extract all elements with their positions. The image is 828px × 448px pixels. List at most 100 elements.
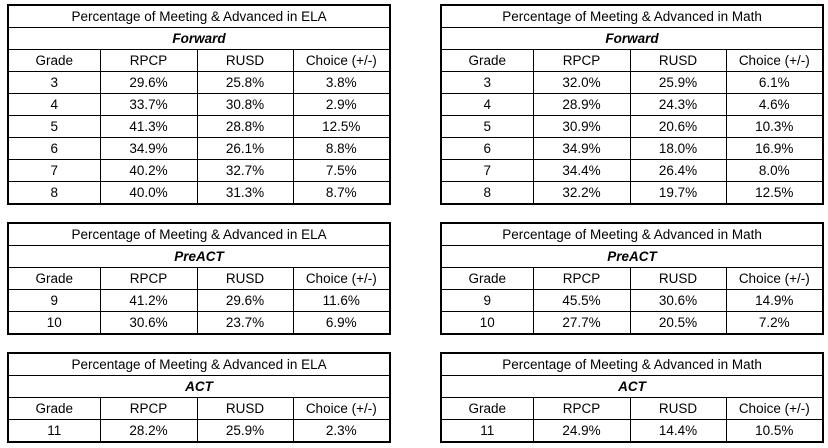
rpcp-cell: 30.6%	[99, 311, 198, 335]
rusd-cell: 23.7%	[196, 311, 294, 335]
rusd-cell: 28.8%	[196, 115, 294, 138]
table-math-preact: Percentage of Meeting & Advanced in Math…	[440, 222, 825, 335]
grade-cell: 6	[440, 137, 534, 160]
choice-cell: 3.8%	[292, 71, 391, 94]
column-header-grade: Grade	[7, 397, 101, 420]
rusd-cell: 26.4%	[629, 159, 727, 182]
table-title-row: Percentage of Meeting & Advanced in ELA	[7, 222, 391, 246]
table-row: 9 41.2% 29.6% 11.6%	[7, 289, 391, 312]
rusd-cell: 29.6%	[196, 289, 294, 312]
choice-cell: 11.6%	[292, 289, 391, 312]
table-subtitle-row: PreACT	[440, 245, 824, 268]
table-row: 4 28.9% 24.3% 4.6%	[440, 93, 824, 116]
table-subtitle: ACT	[7, 375, 391, 398]
rusd-cell: 20.5%	[629, 311, 727, 335]
rpcp-cell: 41.2%	[99, 289, 198, 312]
choice-cell: 10.3%	[725, 115, 824, 138]
table-header-row: Grade RPCP RUSD Choice (+/-)	[7, 49, 391, 72]
table-ela-forward: Percentage of Meeting & Advanced in ELA …	[7, 4, 392, 205]
table-row: 7 34.4% 26.4% 8.0%	[440, 159, 824, 182]
rpcp-cell: 34.9%	[99, 137, 198, 160]
grade-cell: 7	[440, 159, 534, 182]
table-row: 8 40.0% 31.3% 8.7%	[7, 181, 391, 205]
rusd-cell: 26.1%	[196, 137, 294, 160]
column-header-grade: Grade	[440, 49, 534, 72]
table-title-row: Percentage of Meeting & Advanced in ELA	[7, 4, 391, 28]
table-ela-preact: Percentage of Meeting & Advanced in ELA …	[7, 222, 392, 335]
column-header-choice: Choice (+/-)	[725, 267, 824, 290]
choice-cell: 12.5%	[292, 115, 391, 138]
table-title: Percentage of Meeting & Advanced in Math	[440, 222, 824, 246]
grade-cell: 8	[7, 181, 101, 205]
choice-cell: 2.9%	[292, 93, 391, 116]
table-title: Percentage of Meeting & Advanced in ELA	[7, 222, 391, 246]
table-header-row: Grade RPCP RUSD Choice (+/-)	[7, 267, 391, 290]
grade-cell: 10	[7, 311, 101, 335]
grade-cell: 9	[7, 289, 101, 312]
table-title: Percentage of Meeting & Advanced in ELA	[7, 352, 391, 376]
column-header-choice: Choice (+/-)	[292, 397, 391, 420]
grade-cell: 4	[440, 93, 534, 116]
rpcp-cell: 29.6%	[99, 71, 198, 94]
table-subtitle: Forward	[440, 27, 824, 50]
grade-cell: 8	[440, 181, 534, 205]
grade-cell: 6	[7, 137, 101, 160]
rpcp-cell: 40.0%	[99, 181, 198, 205]
table-subtitle-row: Forward	[7, 27, 391, 50]
table-title-row: Percentage of Meeting & Advanced in Math	[440, 352, 824, 376]
table-header-row: Grade RPCP RUSD Choice (+/-)	[7, 397, 391, 420]
rusd-cell: 32.7%	[196, 159, 294, 182]
table-subtitle-row: ACT	[7, 375, 391, 398]
rpcp-cell: 28.2%	[99, 419, 198, 443]
table-subtitle-row: Forward	[440, 27, 824, 50]
column-header-rpcp: RPCP	[532, 397, 631, 420]
column-header-choice: Choice (+/-)	[725, 397, 824, 420]
column-header-grade: Grade	[7, 267, 101, 290]
table-header-row: Grade RPCP RUSD Choice (+/-)	[440, 397, 824, 420]
table-title: Percentage of Meeting & Advanced in Math	[440, 352, 824, 376]
column-header-choice: Choice (+/-)	[292, 49, 391, 72]
table-title: Percentage of Meeting & Advanced in Math	[440, 4, 824, 28]
choice-cell: 10.5%	[725, 419, 824, 443]
rusd-cell: 31.3%	[196, 181, 294, 205]
rusd-cell: 30.8%	[196, 93, 294, 116]
table-row: 3 32.0% 25.9% 6.1%	[440, 71, 824, 94]
grade-cell: 10	[440, 311, 534, 335]
rusd-cell: 18.0%	[629, 137, 727, 160]
column-header-rpcp: RPCP	[532, 49, 631, 72]
column-header-rusd: RUSD	[629, 49, 727, 72]
column-header-grade: Grade	[440, 397, 534, 420]
column-header-rusd: RUSD	[629, 397, 727, 420]
choice-cell: 7.2%	[725, 311, 824, 335]
table-header-row: Grade RPCP RUSD Choice (+/-)	[440, 49, 824, 72]
table-math-act: Percentage of Meeting & Advanced in Math…	[440, 352, 825, 443]
column-header-grade: Grade	[7, 49, 101, 72]
choice-cell: 4.6%	[725, 93, 824, 116]
table-row: 5 41.3% 28.8% 12.5%	[7, 115, 391, 138]
table-row: 6 34.9% 26.1% 8.8%	[7, 137, 391, 160]
rusd-cell: 25.9%	[629, 71, 727, 94]
grade-cell: 4	[7, 93, 101, 116]
grade-cell: 9	[440, 289, 534, 312]
table-row: 3 29.6% 25.8% 3.8%	[7, 71, 391, 94]
rpcp-cell: 32.2%	[532, 181, 631, 205]
table-header-row: Grade RPCP RUSD Choice (+/-)	[440, 267, 824, 290]
table-row: 5 30.9% 20.6% 10.3%	[440, 115, 824, 138]
table-subtitle: PreACT	[7, 245, 391, 268]
table-row: 8 32.2% 19.7% 12.5%	[440, 181, 824, 205]
rusd-cell: 19.7%	[629, 181, 727, 205]
rpcp-cell: 33.7%	[99, 93, 198, 116]
choice-cell: 6.1%	[725, 71, 824, 94]
grade-cell: 3	[440, 71, 534, 94]
grade-cell: 11	[7, 419, 101, 443]
table-subtitle-row: ACT	[440, 375, 824, 398]
rpcp-cell: 30.9%	[532, 115, 631, 138]
column-header-rusd: RUSD	[196, 397, 294, 420]
table-row: 6 34.9% 18.0% 16.9%	[440, 137, 824, 160]
grade-cell: 3	[7, 71, 101, 94]
column-header-rpcp: RPCP	[99, 397, 198, 420]
table-row: 9 45.5% 30.6% 14.9%	[440, 289, 824, 312]
choice-cell: 8.8%	[292, 137, 391, 160]
rusd-cell: 25.8%	[196, 71, 294, 94]
choice-cell: 6.9%	[292, 311, 391, 335]
